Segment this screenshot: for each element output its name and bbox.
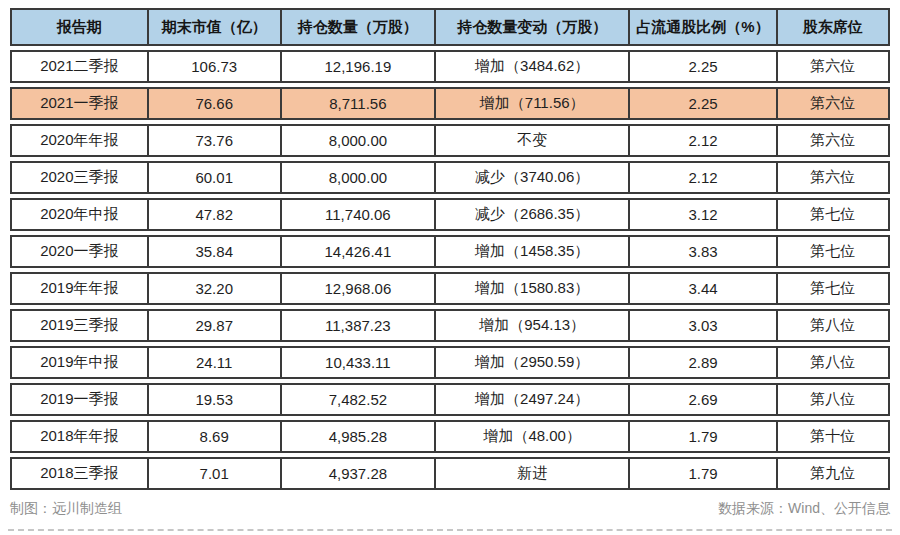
table-row: 2020三季报 60.01 8,000.00 减少（3740.06） 2.12 …: [10, 161, 890, 194]
cell-share-count: 4,985.28: [282, 422, 436, 451]
cell-share-change: 减少（2686.35）: [436, 200, 630, 229]
cell-report-period: 2021一季报: [12, 89, 149, 118]
cell-market-value: 8.69: [149, 422, 282, 451]
cell-share-count: 8,711.56: [282, 89, 436, 118]
cell-report-period: 2020三季报: [12, 163, 149, 192]
cell-report-period: 2019年中报: [12, 348, 149, 377]
table-body: 2021二季报 106.73 12,196.19 增加（3484.62） 2.2…: [10, 50, 890, 490]
cell-holder-seat: 第八位: [778, 348, 888, 377]
table-row: 2021二季报 106.73 12,196.19 增加（3484.62） 2.2…: [10, 50, 890, 83]
table-header-row: 报告期 期末市值（亿） 持仓数量（万股） 持仓数量变动（万股） 占流通股比例（%…: [10, 8, 890, 46]
cell-share-count: 10,433.11: [282, 348, 436, 377]
cell-report-period: 2021二季报: [12, 52, 149, 81]
cell-holder-seat: 第六位: [778, 163, 888, 192]
cell-float-ratio: 3.03: [630, 311, 777, 340]
cell-float-ratio: 2.12: [630, 163, 777, 192]
footer-credit: 制图：远川制造组: [10, 500, 122, 518]
cell-market-value: 106.73: [149, 52, 282, 81]
column-header-market-value: 期末市值（亿）: [149, 10, 282, 44]
cell-share-change: 增加（2497.24）: [436, 385, 630, 414]
column-header-report-period: 报告期: [12, 10, 149, 44]
cell-share-change: 减少（3740.06）: [436, 163, 630, 192]
cell-market-value: 73.76: [149, 126, 282, 155]
cell-float-ratio: 3.12: [630, 200, 777, 229]
cell-market-value: 19.53: [149, 385, 282, 414]
column-header-share-change: 持仓数量变动（万股）: [436, 10, 630, 44]
cell-share-change: 增加（48.00）: [436, 422, 630, 451]
cell-share-count: 14,426.41: [282, 237, 436, 266]
cell-share-change: 增加（1580.83）: [436, 274, 630, 303]
cell-report-period: 2019年年报: [12, 274, 149, 303]
cell-share-change: 增加（3484.62）: [436, 52, 630, 81]
cell-float-ratio: 2.25: [630, 52, 777, 81]
cell-market-value: 35.84: [149, 237, 282, 266]
table-row: 2019三季报 29.87 11,387.23 增加（954.13） 3.03 …: [10, 309, 890, 342]
cell-share-change: 增加（1458.35）: [436, 237, 630, 266]
cell-holder-seat: 第六位: [778, 52, 888, 81]
table-row: 2021一季报 76.66 8,711.56 增加（711.56） 2.25 第…: [10, 87, 890, 120]
cell-float-ratio: 2.25: [630, 89, 777, 118]
column-header-holder-seat: 股东席位: [778, 10, 888, 44]
column-header-share-count: 持仓数量（万股）: [282, 10, 436, 44]
cell-holder-seat: 第七位: [778, 274, 888, 303]
cell-report-period: 2019一季报: [12, 385, 149, 414]
cell-float-ratio: 3.83: [630, 237, 777, 266]
table-row: 2019年中报 24.11 10,433.11 增加（2950.59） 2.89…: [10, 346, 890, 379]
cell-share-count: 8,000.00: [282, 126, 436, 155]
footer-data-source: 数据来源：Wind、公开信息: [718, 500, 890, 518]
cell-report-period: 2020年年报: [12, 126, 149, 155]
cell-report-period: 2019三季报: [12, 311, 149, 340]
cell-share-count: 8,000.00: [282, 163, 436, 192]
cell-float-ratio: 1.79: [630, 422, 777, 451]
cell-float-ratio: 2.12: [630, 126, 777, 155]
table-row: 2020年年报 73.76 8,000.00 不变 2.12 第六位: [10, 124, 890, 157]
cell-share-count: 12,968.06: [282, 274, 436, 303]
bottom-dashed-divider: [8, 529, 892, 531]
table-row: 2020年中报 47.82 11,740.06 减少（2686.35） 3.12…: [10, 198, 890, 231]
cell-float-ratio: 1.79: [630, 459, 777, 488]
cell-report-period: 2018年年报: [12, 422, 149, 451]
cell-float-ratio: 3.44: [630, 274, 777, 303]
holdings-table: 报告期 期末市值（亿） 持仓数量（万股） 持仓数量变动（万股） 占流通股比例（%…: [10, 8, 890, 518]
cell-holder-seat: 第六位: [778, 126, 888, 155]
cell-holder-seat: 第六位: [778, 89, 888, 118]
cell-report-period: 2018三季报: [12, 459, 149, 488]
cell-share-count: 11,740.06: [282, 200, 436, 229]
cell-share-count: 12,196.19: [282, 52, 436, 81]
cell-share-count: 4,937.28: [282, 459, 436, 488]
cell-market-value: 76.66: [149, 89, 282, 118]
cell-holder-seat: 第七位: [778, 237, 888, 266]
cell-holder-seat: 第十位: [778, 422, 888, 451]
cell-share-count: 11,387.23: [282, 311, 436, 340]
cell-market-value: 24.11: [149, 348, 282, 377]
cell-share-change: 增加（711.56）: [436, 89, 630, 118]
cell-share-change: 新进: [436, 459, 630, 488]
cell-share-count: 7,482.52: [282, 385, 436, 414]
column-header-float-ratio: 占流通股比例（%）: [630, 10, 777, 44]
cell-report-period: 2020一季报: [12, 237, 149, 266]
table-row: 2019一季报 19.53 7,482.52 增加（2497.24） 2.69 …: [10, 383, 890, 416]
cell-float-ratio: 2.89: [630, 348, 777, 377]
cell-holder-seat: 第九位: [778, 459, 888, 488]
cell-holder-seat: 第八位: [778, 311, 888, 340]
table-row: 2020一季报 35.84 14,426.41 增加（1458.35） 3.83…: [10, 235, 890, 268]
cell-market-value: 29.87: [149, 311, 282, 340]
cell-report-period: 2020年中报: [12, 200, 149, 229]
cell-float-ratio: 2.69: [630, 385, 777, 414]
cell-market-value: 7.01: [149, 459, 282, 488]
cell-market-value: 47.82: [149, 200, 282, 229]
cell-holder-seat: 第八位: [778, 385, 888, 414]
cell-share-change: 不变: [436, 126, 630, 155]
table-row: 2018三季报 7.01 4,937.28 新进 1.79 第九位: [10, 457, 890, 490]
cell-share-change: 增加（2950.59）: [436, 348, 630, 377]
table-footer: 制图：远川制造组 数据来源：Wind、公开信息: [10, 500, 890, 518]
cell-market-value: 60.01: [149, 163, 282, 192]
table-row: 2019年年报 32.20 12,968.06 增加（1580.83） 3.44…: [10, 272, 890, 305]
cell-share-change: 增加（954.13）: [436, 311, 630, 340]
cell-holder-seat: 第七位: [778, 200, 888, 229]
cell-market-value: 32.20: [149, 274, 282, 303]
table-row: 2018年年报 8.69 4,985.28 增加（48.00） 1.79 第十位: [10, 420, 890, 453]
